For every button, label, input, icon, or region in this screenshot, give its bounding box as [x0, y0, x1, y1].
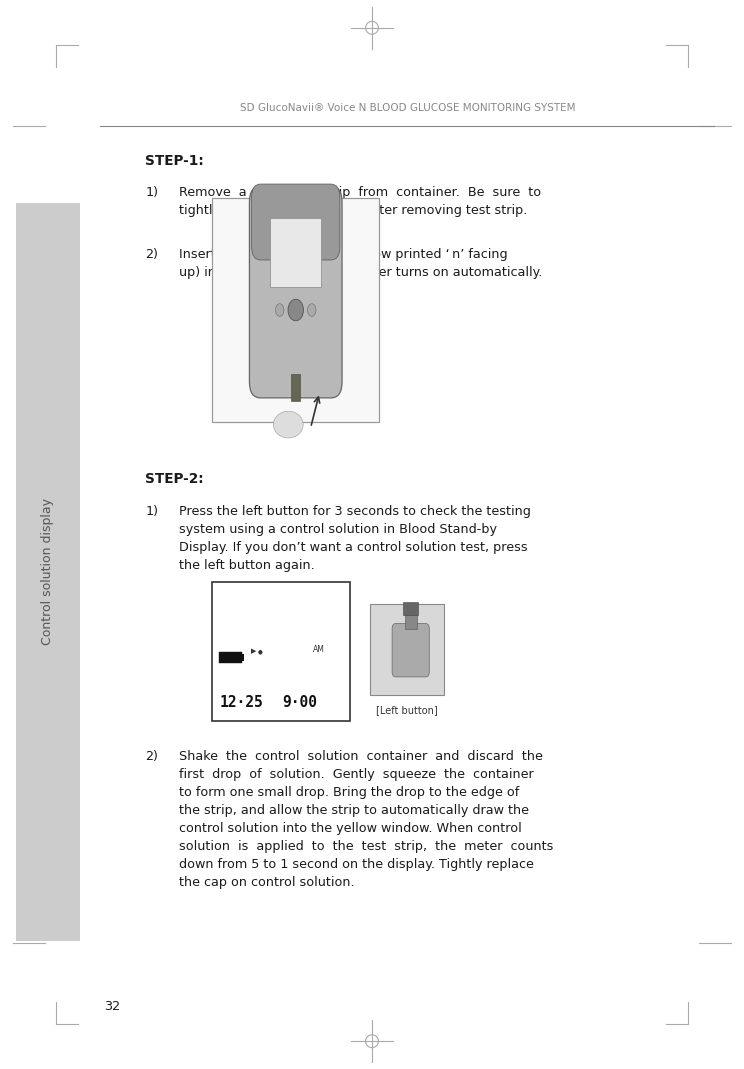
Text: 32: 32: [104, 1000, 121, 1012]
Text: 1): 1): [145, 186, 158, 199]
FancyBboxPatch shape: [405, 613, 417, 629]
Text: Shake  the  control  solution  container  and  discard  the
first  drop  of  sol: Shake the control solution container and…: [179, 750, 553, 889]
Text: ▶: ▶: [251, 648, 256, 654]
FancyBboxPatch shape: [212, 198, 379, 422]
Text: STEP-1:: STEP-1:: [145, 154, 204, 168]
FancyBboxPatch shape: [392, 623, 429, 677]
FancyBboxPatch shape: [16, 203, 80, 941]
FancyBboxPatch shape: [270, 218, 321, 286]
FancyBboxPatch shape: [251, 184, 340, 260]
Text: 1): 1): [145, 505, 158, 517]
FancyBboxPatch shape: [249, 186, 342, 398]
FancyBboxPatch shape: [219, 652, 242, 663]
Text: AM: AM: [312, 646, 324, 654]
FancyBboxPatch shape: [370, 604, 444, 695]
Text: SD GlucoNavii® Voice N BLOOD GLUCOSE MONITORING SYSTEM: SD GlucoNavii® Voice N BLOOD GLUCOSE MON…: [240, 104, 575, 113]
Text: Remove  a  new  test  strip  from  container.  Be  sure  to
tightly replace cont: Remove a new test strip from container. …: [179, 186, 541, 217]
Text: 9·00: 9·00: [283, 695, 318, 710]
Text: ●: ●: [258, 649, 263, 654]
Ellipse shape: [307, 304, 316, 316]
Text: Control solution display: Control solution display: [42, 498, 54, 646]
FancyBboxPatch shape: [291, 374, 300, 401]
Ellipse shape: [288, 299, 304, 321]
FancyBboxPatch shape: [242, 654, 244, 661]
Text: 12·25: 12·25: [219, 695, 263, 710]
Text: 2): 2): [145, 248, 158, 261]
Text: 2): 2): [145, 750, 158, 763]
Text: Press the left button for 3 seconds to check the testing
system using a control : Press the left button for 3 seconds to c…: [179, 505, 530, 572]
FancyBboxPatch shape: [212, 582, 350, 721]
Text: Insert a test strip (yellow window printed ‘ n’ facing
up) into test strip slot.: Insert a test strip (yellow window print…: [179, 248, 542, 279]
Ellipse shape: [275, 304, 284, 316]
FancyBboxPatch shape: [403, 602, 418, 615]
Text: [Left button]: [Left button]: [376, 706, 437, 715]
Ellipse shape: [274, 412, 304, 438]
Text: STEP-2:: STEP-2:: [145, 472, 204, 486]
